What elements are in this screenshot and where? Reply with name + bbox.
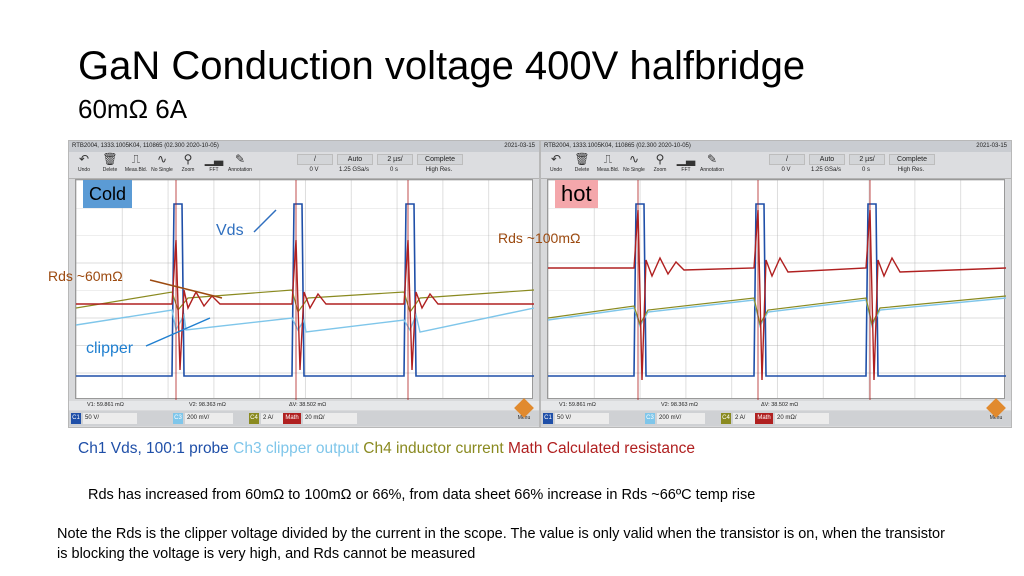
fft-button[interactable]: ▁▃ FFT <box>201 152 227 178</box>
resolution: High Res. <box>425 167 453 173</box>
fft-button[interactable]: ▁▃ FFT <box>673 152 699 178</box>
no-single-button[interactable]: ∿ No Single <box>621 152 647 178</box>
menu-button[interactable]: Menu <box>513 398 535 425</box>
scope-toolbar: ↶ Undo 🗑 Delete ⎍ Meas.Bld. ∿ No Single ⚲ Zoo… <box>69 152 539 179</box>
ch3-scale[interactable]: 200 mV/ <box>185 413 233 424</box>
timebase[interactable]: 2 µs/ <box>377 154 413 165</box>
time-offset: 0 s <box>861 167 870 173</box>
menu-button[interactable]: Menu <box>985 398 1007 425</box>
legend-ch3: Ch3 clipper output <box>233 440 359 457</box>
measure-icon: ⎍ <box>603 152 613 166</box>
ch3-scale[interactable]: 200 mV/ <box>657 413 705 424</box>
ch4-badge[interactable]: C4 <box>721 413 731 424</box>
time-offset: 0 s <box>389 167 398 173</box>
ch4-badge[interactable]: C4 <box>249 413 259 424</box>
acq-mode[interactable]: Auto <box>809 154 845 165</box>
undo-button[interactable]: ↶ Undo <box>71 152 97 178</box>
math-scale[interactable]: 20 mΩ/ <box>775 413 829 424</box>
trigger-level: 0 V <box>781 167 791 173</box>
signal-icon: ∿ <box>156 152 168 166</box>
measurement-bar: V1: 59.861 mΩ V2: 98.363 mΩ ΔV: 38.502 m… <box>69 401 539 410</box>
fft-icon: ▁▃ <box>676 152 696 166</box>
fft-icon: ▁▃ <box>204 152 224 166</box>
acq-mode[interactable]: Auto <box>337 154 373 165</box>
delete-button[interactable]: 🗑 Delete <box>97 152 123 178</box>
math-badge[interactable]: Math <box>283 413 301 424</box>
sample-rate: 1.25 GSa/s <box>810 167 842 173</box>
undo-icon: ↶ <box>550 152 562 166</box>
delete-button[interactable]: 🗑 Delete <box>569 152 595 178</box>
pen-icon: ✎ <box>234 152 246 166</box>
annotation-button[interactable]: ✎ Annotation <box>228 152 252 173</box>
scope-screenshot-cold: RTB2004, 1333.1005K04, 110865 (02.300 20… <box>68 140 540 428</box>
ch1-scale[interactable]: 50 V/ <box>555 413 609 424</box>
measure-icon: ⎍ <box>131 152 141 166</box>
no-single-button[interactable]: ∿ No Single <box>149 152 175 178</box>
channel-legend: Ch1 Vds, 100:1 probe Ch3 clipper output … <box>78 440 695 458</box>
rds-cold-label: Rds ~60mΩ <box>48 268 123 284</box>
record-mode[interactable]: Complete <box>889 154 935 165</box>
ch1-scale[interactable]: 50 V/ <box>83 413 137 424</box>
scope-info-bar: RTB2004, 1333.1005K04, 110865 (02.300 20… <box>541 141 1011 152</box>
legend-ch1: Ch1 Vds, 100:1 probe <box>78 440 229 457</box>
zoom-button[interactable]: ⚲ Zoom <box>647 152 673 178</box>
record-mode[interactable]: Complete <box>417 154 463 165</box>
result-note: Rds has increased from 60mΩ to 100mΩ or … <box>88 487 756 503</box>
channel-bar: C1 50 V/ C3 200 mV/ C4 2 A/ Math 20 mΩ/ <box>541 411 1011 426</box>
pen-icon: ✎ <box>706 152 718 166</box>
scope-toolbar: ↶ Undo 🗑 Delete ⎍ Meas.Bld. ∿ No Single ⚲ Zoo… <box>541 152 1011 179</box>
measure-button[interactable]: ⎍ Meas.Bld. <box>596 152 620 173</box>
math-scale[interactable]: 20 mΩ/ <box>303 413 357 424</box>
math-badge[interactable]: Math <box>755 413 773 424</box>
slide-subtitle: 60mΩ 6A <box>78 94 188 124</box>
scope-screenshot-hot: RTB2004, 1333.1005K04, 110865 (02.300 20… <box>540 140 1012 428</box>
zoom-icon: ⚲ <box>183 152 193 166</box>
cold-tag: Cold <box>83 180 133 208</box>
ch1-badge[interactable]: C1 <box>543 413 553 424</box>
trash-icon: 🗑 <box>574 152 590 166</box>
signal-icon: ∿ <box>628 152 640 166</box>
legend-ch4: Ch4 inductor current <box>363 440 504 457</box>
timebase[interactable]: 2 µs/ <box>849 154 885 165</box>
measure-button[interactable]: ⎍ Meas.Bld. <box>124 152 148 173</box>
method-note: Note the Rds is the clipper voltage divi… <box>57 526 945 562</box>
zoom-button[interactable]: ⚲ Zoom <box>175 152 201 178</box>
waveform-traces <box>76 180 534 400</box>
trigger-slope[interactable]: / <box>297 154 333 165</box>
waveform-traces <box>548 180 1006 400</box>
annotation-button[interactable]: ✎ Annotation <box>700 152 724 173</box>
ch3-badge[interactable]: C3 <box>645 413 655 424</box>
undo-icon: ↶ <box>78 152 90 166</box>
vds-label: Vds <box>216 222 244 239</box>
undo-button[interactable]: ↶ Undo <box>543 152 569 178</box>
trash-icon: 🗑 <box>102 152 118 166</box>
trigger-level: 0 V <box>309 167 319 173</box>
channel-bar: C1 50 V/ C3 200 mV/ C4 2 A/ Math 20 mΩ/ <box>69 411 539 426</box>
rds-hot-label: Rds ~100mΩ <box>498 230 581 246</box>
zoom-icon: ⚲ <box>655 152 665 166</box>
trigger-slope[interactable]: / <box>769 154 805 165</box>
clipper-label: clipper <box>86 340 134 357</box>
resolution: High Res. <box>897 167 925 173</box>
sample-rate: 1.25 GSa/s <box>338 167 370 173</box>
hot-tag: hot <box>555 180 598 208</box>
ch4-scale[interactable]: 2 A/ <box>733 413 757 424</box>
measurement-bar: V1: 59.861 mΩ V2: 98.363 mΩ ΔV: 38.502 m… <box>541 401 1011 410</box>
ch1-badge[interactable]: C1 <box>71 413 81 424</box>
scope-info-bar: RTB2004, 1333.1005K04, 110865 (02.300 20… <box>69 141 539 152</box>
waveform-grid <box>547 179 1006 400</box>
ch3-badge[interactable]: C3 <box>173 413 183 424</box>
ch4-scale[interactable]: 2 A/ <box>261 413 285 424</box>
legend-math: Math Calculated resistance <box>508 440 695 457</box>
waveform-grid <box>75 179 534 400</box>
slide-title: GaN Conduction voltage 400V halfbridge <box>78 44 806 88</box>
